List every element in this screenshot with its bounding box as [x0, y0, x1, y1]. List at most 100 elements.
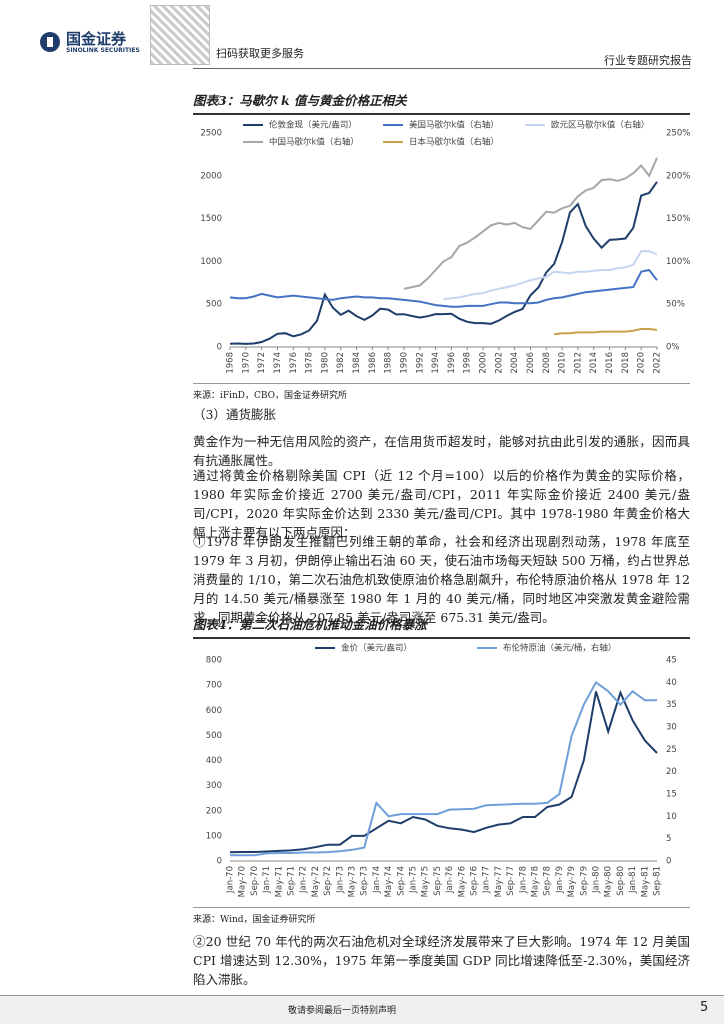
x-tick-label: Sep-72 [323, 866, 333, 896]
legend-label: 美国马歇尔k值（右轴） [409, 120, 499, 131]
x-tick-label: Sep-73 [360, 866, 370, 896]
x-tick-label: 2002 [494, 352, 504, 374]
qr-text: 扫码获取更多服务 [216, 47, 304, 60]
y-tick-label: 2000 [200, 171, 222, 181]
x-tick-label: Sep-78 [543, 866, 553, 896]
x-tick-label: May-74 [384, 866, 394, 897]
x-tick-label: 2016 [605, 352, 615, 374]
x-tick-label: May-73 [348, 866, 358, 897]
x-tick-label: Jan-71 [262, 866, 272, 894]
series-line [230, 680, 657, 857]
x-tick-label: Sep-80 [616, 866, 626, 896]
x-tick-label: 1988 [384, 352, 394, 374]
footer-disclaimer: 敬请参阅最后一页特别声明 [288, 1006, 397, 1016]
x-tick-label: Jan-77 [482, 866, 492, 894]
legend-label: 日本马歇尔k值（右轴） [409, 137, 499, 148]
x-tick-label: 1994 [431, 352, 441, 374]
x-tick-label: 2008 [542, 352, 552, 374]
y2-tick-label: 35 [666, 700, 677, 710]
series-line [443, 250, 658, 301]
section-heading: （3）通货膨胀 [193, 407, 276, 422]
page-number: 5 [700, 1000, 709, 1015]
x-tick-label: May-75 [421, 866, 431, 897]
x-tick-label: 1990 [399, 352, 409, 374]
x-tick-label: Jan-76 [445, 866, 455, 894]
x-tick-label: 2022 [653, 352, 663, 374]
x-tick-label: May-80 [604, 866, 614, 897]
x-tick-label: 2014 [589, 352, 599, 374]
x-tick-label: Sep-76 [470, 866, 480, 896]
x-tick-label: May-72 [311, 866, 321, 897]
paragraph: 通过将黄金价格剔除美国 CPI（近 12 个月=100）以后的价格作为黄金的实际… [193, 468, 690, 540]
x-tick-label: May-77 [494, 866, 504, 897]
series-line [554, 328, 658, 336]
x-tick-label: May-81 [640, 866, 650, 897]
y2-tick-label: 0% [666, 343, 680, 353]
figure-source: 来源：Wind，国金证券研究所 [193, 907, 690, 925]
series-line [403, 157, 658, 290]
y2-tick-label: 15 [666, 790, 677, 800]
x-tick-label: 1974 [273, 352, 283, 374]
legend-label: 金价（美元/盎司） [341, 643, 412, 654]
y-tick-label: 1500 [200, 214, 222, 224]
y2-tick-label: 45 [666, 656, 677, 666]
logo-icon [40, 32, 60, 52]
y2-tick-label: 0 [666, 857, 671, 867]
logo-en: SINOLINK SECURITIES [66, 47, 140, 54]
y-tick-label: 100 [206, 831, 222, 841]
y-tick-label: 800 [206, 656, 222, 666]
legend-label: 中国马歇尔k值（右轴） [269, 137, 359, 148]
x-tick-label: Jan-72 [299, 866, 309, 894]
x-tick-label: 1978 [305, 352, 315, 374]
x-tick-label: 2012 [573, 352, 583, 374]
x-tick-label: 1982 [336, 352, 346, 374]
y-tick-label: 500 [206, 731, 222, 741]
x-tick-label: Sep-81 [653, 866, 663, 896]
y2-tick-label: 200% [666, 171, 690, 181]
logo-cn: 国金证券 [66, 30, 127, 48]
legend-label: 伦敦金现（美元/盎司） [269, 120, 357, 131]
y-tick-label: 600 [206, 706, 222, 716]
footer [0, 995, 724, 1024]
x-tick-label: 1984 [352, 352, 362, 374]
x-tick-label: Sep-77 [506, 866, 516, 896]
x-tick-label: 1976 [289, 352, 299, 374]
x-tick-label: Sep-74 [396, 866, 406, 896]
paragraph: 黄金作为一种无信用风险的资产，在信用货币超发时，能够对抗由此引发的通胀，因而具有… [193, 434, 690, 468]
x-tick-label: 2000 [479, 352, 489, 374]
figure-source: 来源：iFinD，CBO，国金证券研究所 [193, 383, 690, 401]
legend-label: 欧元区马歇尔k值（右轴） [551, 120, 649, 131]
x-tick-label: 1998 [463, 352, 473, 374]
y2-tick-label: 50% [666, 300, 685, 310]
x-tick-label: 1992 [415, 352, 425, 374]
chart: 0 100 200 300 400 500 600 700 800 0 5 10 15 20 25 30 35 4… [206, 643, 677, 898]
y-tick-label: 300 [206, 781, 222, 791]
x-tick-label: May-71 [274, 866, 284, 897]
x-tick-label: 2020 [637, 352, 647, 374]
x-tick-label: Sep-71 [287, 866, 297, 896]
y2-tick-label: 10 [666, 812, 677, 822]
x-tick-label: Jan-73 [335, 866, 345, 894]
x-tick-label: Jan-79 [555, 866, 565, 894]
x-tick-label: Jan-75 [409, 866, 419, 894]
figure-title: 图表3：马歇尔 k 值与黄金价格正相关 [193, 90, 690, 115]
x-tick-label: May-78 [531, 866, 541, 897]
paragraph: ①1978 年伊朗发生推翻巴列维王朝的革命，社会和经济出现剧烈动荡，1978 年… [193, 534, 690, 625]
x-tick-label: 2004 [510, 352, 520, 374]
x-tick-label: 2006 [526, 352, 536, 374]
x-tick-label: Jan-70 [226, 866, 236, 894]
header-rule [193, 68, 690, 69]
y2-tick-label: 20 [666, 767, 677, 777]
series-line [229, 268, 658, 308]
y2-tick-label: 250% [666, 129, 690, 139]
y-tick-label: 400 [206, 756, 222, 766]
y-tick-label: 0 [217, 343, 222, 353]
qr-code [150, 5, 210, 65]
paragraph: ②20 世纪 70 年代的两次石油危机对全球经济发展带来了巨大影响。1974 年… [193, 934, 690, 987]
chart: 0 500 1000 1500 2000 2500 0% 50% 100% 150% 200% 250… [200, 120, 690, 374]
series-line [229, 181, 658, 345]
x-tick-label: Sep-70 [250, 866, 260, 896]
y2-tick-label: 30 [666, 723, 677, 733]
y-tick-label: 500 [206, 300, 222, 310]
